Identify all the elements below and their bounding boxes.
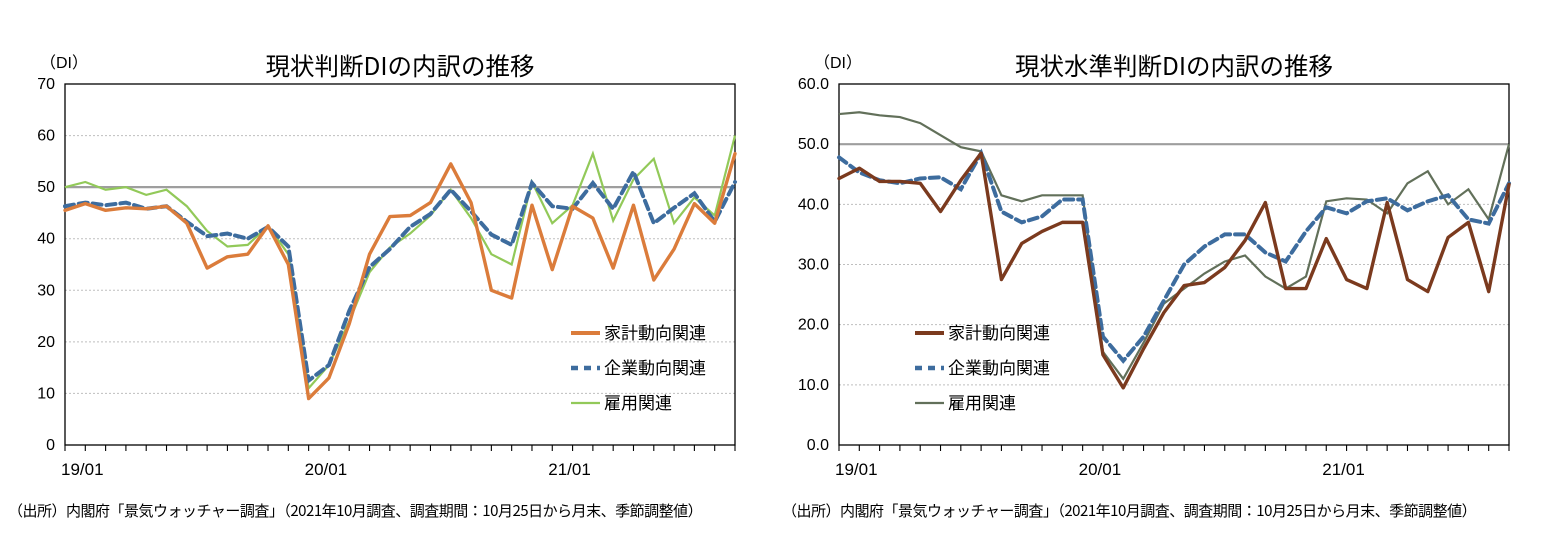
svg-text:50: 50: [37, 179, 55, 196]
svg-text:21/01: 21/01: [1322, 460, 1365, 479]
svg-text:10: 10: [37, 385, 55, 402]
svg-text:21/01: 21/01: [548, 460, 591, 479]
svg-text:50.0: 50.0: [798, 136, 829, 153]
svg-text:40: 40: [37, 231, 55, 248]
svg-text:企業動向関連: 企業動向関連: [604, 354, 706, 379]
svg-text:19/01: 19/01: [61, 460, 104, 479]
svg-text:19/01: 19/01: [835, 460, 878, 479]
svg-text:20.0: 20.0: [798, 317, 829, 334]
svg-text:家計動向関連: 家計動向関連: [604, 319, 706, 344]
svg-text:（DI）: （DI）: [814, 54, 862, 72]
svg-text:30.0: 30.0: [798, 257, 829, 274]
svg-text:10.0: 10.0: [798, 377, 829, 394]
svg-text:60: 60: [37, 128, 55, 145]
svg-text:企業動向関連: 企業動向関連: [948, 354, 1050, 379]
svg-text:0.0: 0.0: [807, 437, 829, 454]
svg-text:家計動向関連: 家計動向関連: [948, 319, 1050, 344]
svg-text:0: 0: [46, 437, 55, 454]
svg-text:（DI）: （DI）: [40, 54, 88, 72]
svg-text:現状判断DIの内訳の推移: 現状判断DIの内訳の推移: [265, 48, 534, 83]
svg-text:70: 70: [37, 76, 55, 93]
svg-text:20: 20: [37, 334, 55, 351]
svg-text:雇用関連: 雇用関連: [948, 389, 1016, 414]
svg-text:20/01: 20/01: [1079, 460, 1122, 479]
svg-text:20/01: 20/01: [305, 460, 348, 479]
svg-text:30: 30: [37, 282, 55, 299]
svg-text:40.0: 40.0: [798, 196, 829, 213]
svg-text:雇用関連: 雇用関連: [604, 389, 672, 414]
svg-text:現状水準判断DIの内訳の推移: 現状水準判断DIの内訳の推移: [1015, 48, 1333, 83]
svg-text:60.0: 60.0: [798, 76, 829, 93]
